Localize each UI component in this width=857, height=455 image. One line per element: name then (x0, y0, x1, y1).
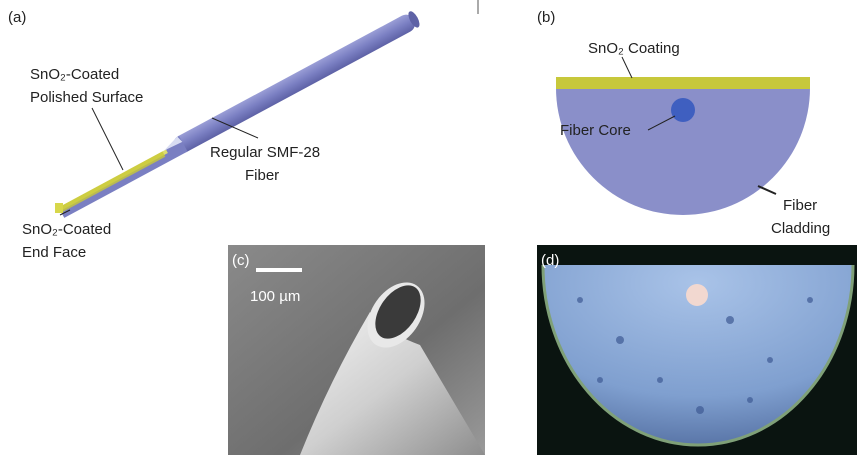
panel-b: (b) SnO₂ Coating Fiber Core Fiber Claddi… (537, 9, 830, 237)
panel-label: (b) (537, 9, 555, 26)
label: Fiber (245, 167, 279, 184)
label: SnO₂-Coated (30, 66, 119, 83)
fiber (56, 10, 422, 218)
leader-line (92, 108, 123, 170)
label: SnO₂ Coating (588, 40, 680, 57)
panel-c: (c) 100 µm (228, 245, 485, 455)
label: Cladding (771, 220, 830, 237)
label: Fiber Core (560, 122, 631, 139)
panel-a: (a) SnO₂-Coated Polished Surface Regular… (8, 9, 422, 261)
scale-label: 100 µm (250, 288, 300, 305)
leader-line (758, 186, 776, 194)
figure: (a) SnO₂-Coated Polished Surface Regular… (0, 0, 857, 455)
panel-d: (d) (537, 245, 857, 455)
leader-line (622, 57, 632, 78)
label: SnO₂-Coated (22, 221, 111, 238)
label: Regular SMF-28 (210, 144, 320, 161)
scale-bar (256, 268, 302, 272)
panel-label: (a) (8, 9, 26, 26)
label: Fiber (783, 197, 817, 214)
panel-label: (d) (541, 252, 559, 269)
panel-label: (c) (232, 252, 250, 269)
label: End Face (22, 244, 86, 261)
label: Polished Surface (30, 89, 143, 106)
